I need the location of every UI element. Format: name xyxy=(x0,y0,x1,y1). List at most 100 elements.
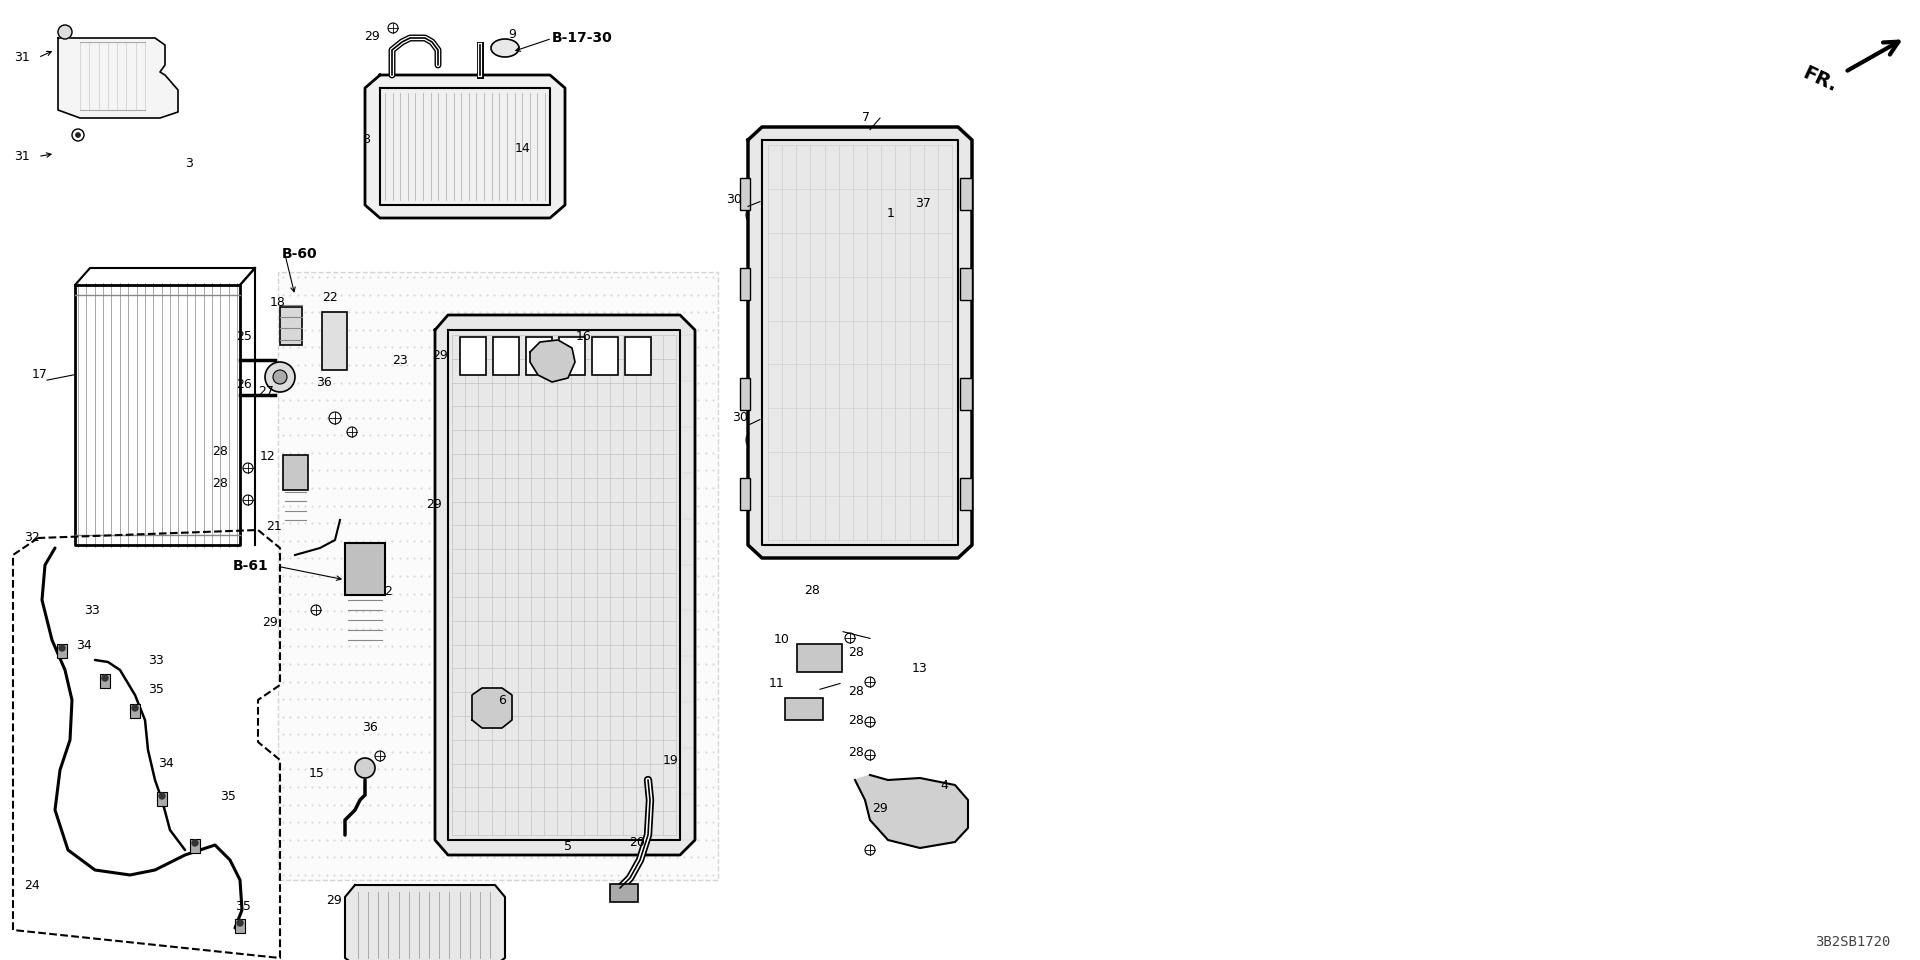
Bar xyxy=(960,378,972,410)
Text: 28: 28 xyxy=(804,584,820,597)
Bar xyxy=(282,455,307,490)
Bar xyxy=(493,337,518,375)
Bar xyxy=(190,839,200,853)
Polygon shape xyxy=(58,38,179,118)
Bar xyxy=(58,644,67,658)
Bar xyxy=(526,337,553,375)
Text: 35: 35 xyxy=(221,790,236,804)
Bar xyxy=(626,337,651,375)
Text: 6: 6 xyxy=(497,694,505,708)
Text: 37: 37 xyxy=(916,197,931,210)
Text: 20: 20 xyxy=(630,836,645,850)
Text: 28: 28 xyxy=(849,713,864,727)
Polygon shape xyxy=(472,688,513,728)
Text: 13: 13 xyxy=(912,661,927,675)
Text: 2: 2 xyxy=(384,585,392,598)
Circle shape xyxy=(265,362,296,392)
Text: FR.: FR. xyxy=(1799,63,1841,96)
Text: 3B2SB1720: 3B2SB1720 xyxy=(1814,935,1889,949)
Bar xyxy=(234,919,246,933)
Bar xyxy=(100,674,109,688)
Text: 33: 33 xyxy=(84,604,100,617)
Bar xyxy=(591,337,618,375)
Circle shape xyxy=(102,675,108,681)
Text: 29: 29 xyxy=(432,348,447,362)
Text: 29: 29 xyxy=(426,498,442,512)
Text: 29: 29 xyxy=(263,615,278,629)
Text: 29: 29 xyxy=(872,802,887,815)
Bar xyxy=(797,644,843,672)
Circle shape xyxy=(355,758,374,778)
Text: 19: 19 xyxy=(662,754,678,767)
Text: 4: 4 xyxy=(941,779,948,792)
Text: 36: 36 xyxy=(317,375,332,389)
Text: 1: 1 xyxy=(887,206,895,220)
Bar xyxy=(131,704,140,718)
Bar xyxy=(346,543,386,595)
Bar xyxy=(559,337,586,375)
Polygon shape xyxy=(436,315,695,855)
Circle shape xyxy=(60,645,65,651)
Text: 32: 32 xyxy=(25,531,40,544)
Circle shape xyxy=(192,840,198,846)
Text: 29: 29 xyxy=(365,30,380,43)
Text: 25: 25 xyxy=(236,329,252,343)
Text: 17: 17 xyxy=(33,368,48,381)
Text: 33: 33 xyxy=(148,654,163,667)
Text: 14: 14 xyxy=(515,142,530,156)
Polygon shape xyxy=(346,885,505,960)
Text: 7: 7 xyxy=(862,110,870,124)
Text: 34: 34 xyxy=(77,638,92,652)
Text: 28: 28 xyxy=(849,646,864,660)
Text: 15: 15 xyxy=(309,767,324,780)
Bar xyxy=(785,698,824,720)
Text: 11: 11 xyxy=(768,677,783,690)
Text: 31: 31 xyxy=(13,51,31,64)
Ellipse shape xyxy=(492,39,518,57)
Text: B-60: B-60 xyxy=(282,248,317,261)
Text: 22: 22 xyxy=(323,291,338,304)
Text: 8: 8 xyxy=(363,132,371,146)
Circle shape xyxy=(236,920,244,926)
Text: 26: 26 xyxy=(236,377,252,391)
Text: 3: 3 xyxy=(184,156,192,170)
Bar xyxy=(280,307,301,345)
Polygon shape xyxy=(530,340,574,382)
Bar xyxy=(960,478,972,510)
Circle shape xyxy=(132,705,138,711)
Polygon shape xyxy=(749,127,972,558)
Text: 31: 31 xyxy=(13,150,31,163)
Text: 36: 36 xyxy=(363,721,378,734)
Bar xyxy=(960,178,972,210)
Bar xyxy=(739,378,751,410)
Text: 30: 30 xyxy=(732,411,749,424)
Text: 28: 28 xyxy=(211,444,228,458)
Bar xyxy=(461,337,486,375)
Text: 29: 29 xyxy=(326,894,342,907)
Bar xyxy=(611,884,637,902)
Text: 23: 23 xyxy=(392,354,407,368)
Text: 35: 35 xyxy=(148,683,163,696)
Text: 5: 5 xyxy=(564,840,572,853)
Polygon shape xyxy=(854,775,968,848)
Text: 28: 28 xyxy=(849,746,864,759)
Text: 21: 21 xyxy=(267,519,282,533)
Bar xyxy=(960,268,972,300)
Text: 28: 28 xyxy=(849,684,864,698)
Bar xyxy=(739,178,751,210)
Text: 30: 30 xyxy=(726,193,741,206)
Bar xyxy=(157,792,167,806)
Text: 28: 28 xyxy=(211,477,228,491)
Text: 12: 12 xyxy=(259,450,276,464)
Text: 10: 10 xyxy=(774,633,789,646)
Bar xyxy=(323,312,348,370)
Text: 9: 9 xyxy=(509,28,516,41)
Text: 24: 24 xyxy=(25,878,40,892)
Circle shape xyxy=(273,370,286,384)
Text: 18: 18 xyxy=(271,296,286,309)
Text: B-17-30: B-17-30 xyxy=(553,32,612,45)
Text: B-61: B-61 xyxy=(232,560,269,573)
Text: 16: 16 xyxy=(576,329,591,343)
Text: 27: 27 xyxy=(257,385,275,398)
Text: 34: 34 xyxy=(157,756,173,770)
